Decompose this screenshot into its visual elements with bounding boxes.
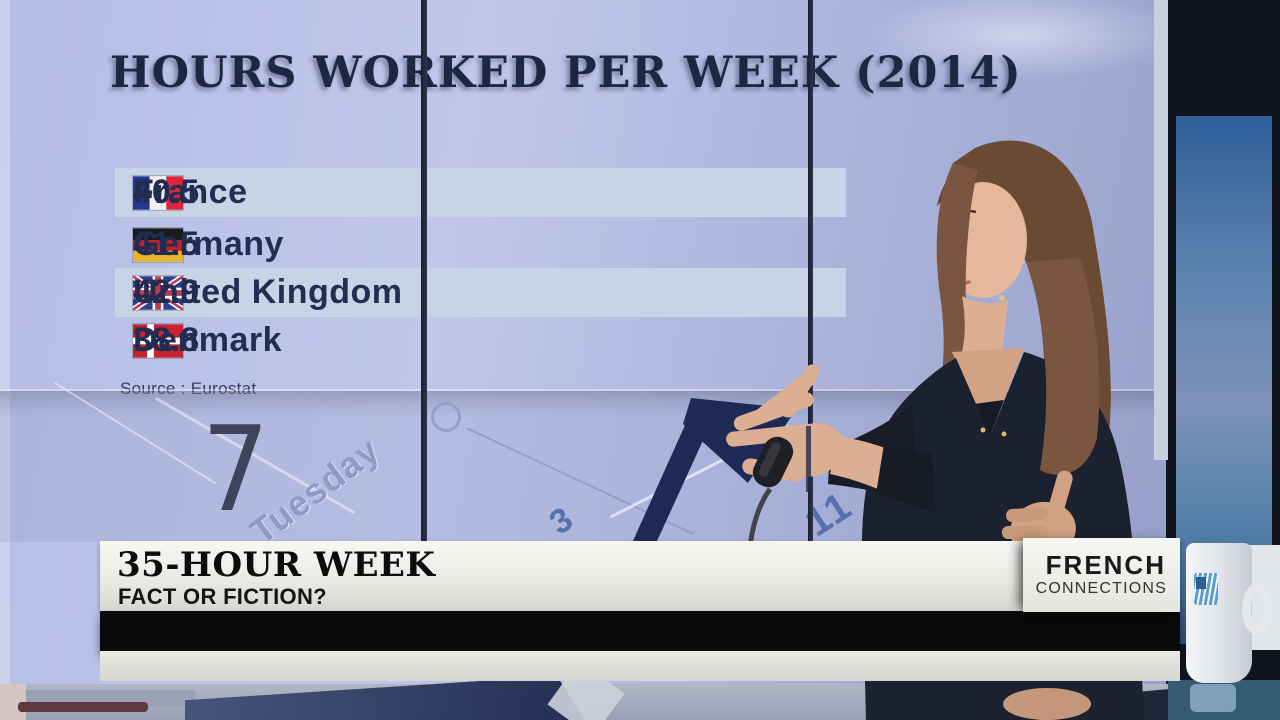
mug-reflection: [1190, 684, 1236, 712]
presenter-hand: [726, 364, 900, 496]
country-label: United Kingdom: [133, 273, 403, 311]
hours-value: 42.9: [133, 273, 200, 311]
calendar-day-number: 7: [201, 400, 270, 538]
source-label: Source : Eurostat: [120, 379, 257, 398]
show-logo-line2: CONNECTIONS: [1035, 580, 1167, 597]
mug-logo-mark: [1196, 577, 1206, 589]
studio-floor: [0, 660, 1280, 720]
hours-value: 41.5: [133, 225, 200, 263]
country-label: France: [133, 173, 248, 211]
show-logo: FRENCH CONNECTIONS: [1023, 538, 1180, 612]
table-row: Denmark 38.8: [115, 316, 846, 365]
wall-edge-highlight: [0, 0, 10, 720]
screen-bezel-line: [808, 0, 813, 541]
hours-value: 38.8: [133, 321, 200, 359]
studio-pillar: [1154, 0, 1168, 460]
page-title: HOURS WORKED PER WEEK (2014): [110, 48, 1022, 98]
show-logo-line1: FRENCH: [1045, 550, 1166, 580]
screen-bezel-line: [421, 0, 427, 541]
lower-third-banner: 35-HOUR WEEK FACT OR FICTION?: [100, 541, 1023, 611]
desk-slab: [185, 676, 585, 720]
table-row: France 40.5: [115, 168, 846, 217]
floor-cable: [18, 702, 148, 712]
table-row: Germany 41.5: [115, 220, 846, 269]
ticker-black-band: [100, 611, 1180, 651]
germany-flag-icon: [133, 227, 183, 262]
subheadline: FACT OR FICTION?: [118, 584, 327, 609]
microphone: [747, 436, 794, 547]
france-flag-icon: [133, 175, 183, 210]
wall-glare: [860, 0, 1180, 80]
headline: 35-HOUR WEEK: [117, 545, 436, 585]
country-label: Germany: [133, 225, 284, 263]
uk-flag-icon: [133, 275, 183, 310]
panel-seam-highlight: [0, 389, 1166, 391]
lower-white-strip: [100, 651, 1180, 681]
country-label: Denmark: [133, 321, 283, 359]
mug-handle: [1242, 583, 1272, 635]
coffee-mug: [1186, 543, 1272, 683]
denmark-flag-icon: [133, 323, 183, 358]
calendar-circle-mark: [431, 402, 461, 432]
table-row: United Kingdom 42.9: [115, 268, 846, 317]
hours-value: 40.5: [133, 173, 200, 211]
